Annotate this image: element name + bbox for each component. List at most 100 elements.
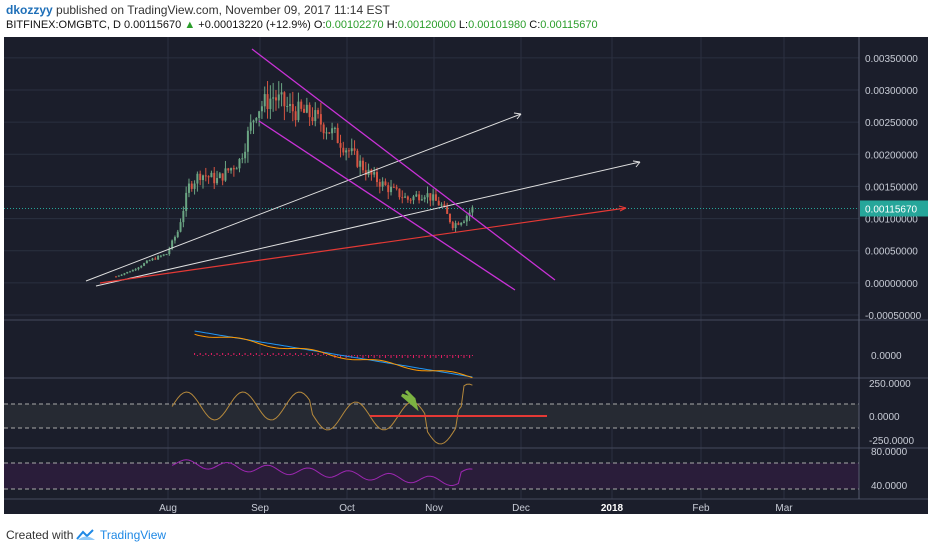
high-label: H: — [386, 19, 398, 31]
candle-body — [471, 207, 474, 213]
candle-body — [291, 104, 294, 112]
tradingview-logo[interactable]: TradingView — [76, 528, 166, 542]
candle-body — [322, 124, 325, 134]
close-value: 0.00115670 — [540, 19, 598, 31]
price-change: +0.00013220 (+12.9%) — [198, 19, 311, 31]
candle-body — [395, 187, 398, 189]
candle-body — [448, 213, 451, 223]
candle-body — [409, 199, 412, 201]
candle-body — [134, 269, 137, 271]
rsi-tick-label: 80.0000 — [871, 447, 908, 458]
symbol-label: BITFINEX:OMGBTC, D — [6, 19, 121, 31]
candle-body — [364, 170, 367, 175]
candle-body — [255, 117, 258, 121]
publish-info: published on TradingView.com, November 0… — [56, 3, 390, 17]
candle-body — [238, 158, 241, 169]
candle-body — [398, 188, 401, 198]
candle-body — [187, 183, 190, 193]
candle-body — [345, 150, 348, 153]
candle-body — [115, 276, 117, 278]
candle-body — [286, 105, 289, 107]
last-price: 0.00115670 — [123, 19, 182, 31]
candle-body — [145, 260, 148, 264]
price-tick-label: 0.00100000 — [865, 215, 918, 226]
candle-body — [168, 248, 171, 255]
candle-body — [454, 223, 457, 229]
candle-body — [308, 104, 311, 118]
candle-body — [387, 185, 390, 193]
candle-body — [336, 127, 339, 144]
author-name[interactable]: dkozzyy — [6, 3, 53, 17]
candle-body — [415, 194, 418, 197]
candle-body — [404, 196, 407, 198]
rsi-tick-label: 40.0000 — [871, 481, 908, 492]
candle-body — [274, 97, 277, 101]
price-tick-label: 0.00050000 — [865, 247, 918, 258]
candle-body — [230, 168, 233, 171]
candle-body — [143, 263, 146, 266]
open-value: 0.00102270 — [325, 19, 384, 31]
price-tick-label: 0.00350000 — [865, 54, 918, 65]
candle-body — [266, 94, 269, 110]
candle-body — [283, 92, 286, 107]
candle-body — [401, 197, 404, 199]
candle-body — [173, 237, 176, 241]
price-tick-label: 0.00300000 — [865, 86, 918, 97]
price-tick-label: -0.00050000 — [865, 311, 922, 322]
high-value: 0.00120000 — [397, 19, 456, 31]
candle-body — [406, 196, 409, 200]
cci-line — [171, 383, 473, 445]
candle-body — [378, 182, 381, 187]
candle-body — [432, 194, 435, 201]
chart-header: dkozzyy published on TradingView.com, No… — [0, 0, 932, 36]
candle-body — [159, 255, 162, 257]
candle-body — [305, 104, 308, 113]
publish-line: dkozzyy published on TradingView.com, No… — [6, 3, 390, 17]
candle-body — [241, 158, 244, 160]
candle-body — [347, 150, 350, 152]
candle-body — [235, 168, 238, 170]
arrow-head — [513, 112, 522, 120]
candle-body — [353, 148, 356, 151]
candle-body — [244, 151, 247, 159]
current-price-badge — [860, 200, 928, 217]
cci-tick-label: 0.0000 — [869, 412, 900, 423]
candle-body — [418, 194, 421, 201]
cci-tick-label: -250.0000 — [869, 436, 914, 447]
candle-body — [190, 183, 193, 189]
candle-body — [342, 147, 345, 153]
candle-body — [131, 269, 134, 272]
candle-body — [280, 92, 283, 95]
candle-body — [328, 132, 331, 134]
candle-body — [227, 168, 230, 171]
channel-lower — [258, 120, 516, 291]
candle-body — [437, 200, 440, 206]
time-tick-label: Nov — [425, 503, 443, 514]
chart-area[interactable]: 0.00350000 0.00300000 0.00250000 0.00200000… — [4, 37, 928, 514]
candle-body — [162, 254, 165, 256]
up-arrow-icon: ▲ — [184, 19, 196, 31]
price-tick-label: 0.00000000 — [865, 279, 918, 290]
candle-body — [443, 204, 446, 207]
price-tick-label: 0.00200000 — [865, 150, 918, 161]
time-tick-label: Oct — [339, 503, 355, 514]
candle-body — [249, 122, 252, 131]
candle-body — [384, 181, 387, 186]
candle-body — [359, 160, 362, 167]
candle-body — [157, 255, 160, 260]
candle-body — [126, 271, 129, 274]
green-arrow-icon — [401, 389, 419, 412]
candle-body — [289, 104, 291, 106]
candle-body — [272, 97, 275, 99]
channel-upper — [251, 48, 556, 281]
candle-body — [446, 206, 449, 214]
close-label: C: — [529, 19, 541, 31]
candle-body — [423, 197, 426, 200]
candle-body — [246, 130, 249, 152]
candle-body — [356, 150, 359, 167]
candle-body — [460, 222, 463, 225]
candle-body — [451, 222, 454, 229]
candle-body — [216, 178, 219, 184]
time-tick-label: Sep — [251, 503, 269, 514]
candle-body — [392, 186, 395, 188]
